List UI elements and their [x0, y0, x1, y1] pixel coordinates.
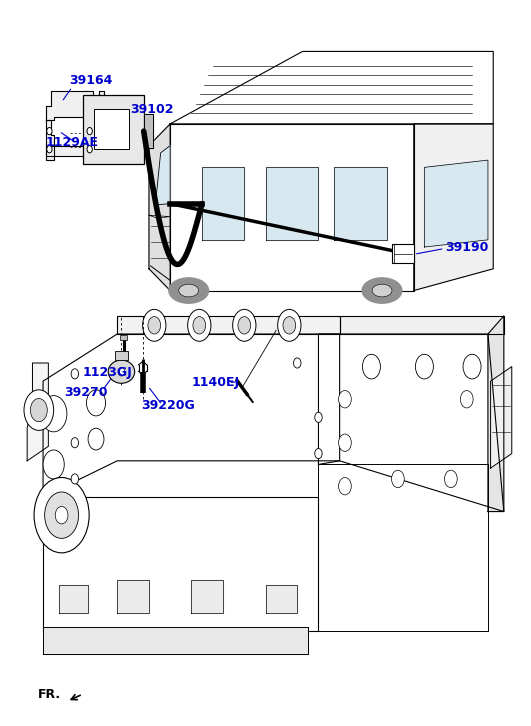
Ellipse shape	[169, 278, 209, 303]
Text: 39102: 39102	[131, 103, 174, 116]
Polygon shape	[144, 115, 153, 148]
Circle shape	[460, 391, 473, 408]
Circle shape	[87, 128, 92, 135]
Polygon shape	[43, 497, 319, 631]
Circle shape	[143, 309, 166, 341]
Circle shape	[315, 412, 322, 423]
Circle shape	[24, 390, 54, 431]
Circle shape	[339, 478, 352, 495]
Circle shape	[339, 434, 352, 452]
Polygon shape	[149, 124, 170, 290]
Polygon shape	[43, 627, 308, 654]
FancyBboxPatch shape	[95, 110, 129, 150]
Polygon shape	[46, 121, 54, 160]
Circle shape	[71, 474, 79, 484]
Bar	[115, 351, 128, 360]
Circle shape	[34, 478, 89, 552]
Circle shape	[339, 391, 352, 408]
Circle shape	[148, 317, 161, 334]
Circle shape	[55, 507, 68, 524]
Polygon shape	[46, 91, 104, 121]
Ellipse shape	[372, 284, 392, 297]
Text: 39270: 39270	[64, 386, 108, 399]
Circle shape	[88, 428, 104, 450]
Polygon shape	[170, 52, 493, 124]
Circle shape	[283, 317, 296, 334]
Text: 39164: 39164	[70, 74, 113, 87]
Text: 39190: 39190	[446, 241, 489, 253]
Polygon shape	[266, 585, 297, 613]
Ellipse shape	[362, 278, 402, 303]
Circle shape	[87, 146, 92, 153]
Polygon shape	[202, 168, 244, 240]
Circle shape	[45, 492, 79, 539]
Polygon shape	[27, 363, 48, 461]
Circle shape	[294, 358, 301, 368]
Circle shape	[238, 317, 251, 334]
Bar	[391, 244, 414, 263]
Text: 1140EJ: 1140EJ	[191, 376, 239, 389]
Polygon shape	[43, 334, 340, 497]
Circle shape	[187, 309, 211, 341]
Circle shape	[47, 128, 52, 135]
Polygon shape	[156, 146, 170, 205]
Circle shape	[363, 354, 380, 379]
Text: FR.: FR.	[38, 688, 61, 701]
Polygon shape	[335, 168, 387, 240]
Polygon shape	[488, 316, 504, 512]
Circle shape	[233, 309, 256, 341]
Circle shape	[444, 470, 457, 488]
Polygon shape	[266, 168, 319, 240]
Circle shape	[40, 396, 67, 432]
Polygon shape	[117, 316, 340, 334]
Text: 39220G: 39220G	[141, 399, 195, 412]
Circle shape	[391, 470, 404, 488]
Bar	[121, 335, 127, 340]
Polygon shape	[414, 124, 493, 290]
Ellipse shape	[108, 360, 135, 383]
Polygon shape	[491, 367, 512, 468]
Polygon shape	[424, 160, 488, 247]
Circle shape	[43, 450, 64, 479]
FancyBboxPatch shape	[83, 95, 144, 164]
Text: 1123GJ: 1123GJ	[83, 366, 133, 379]
Polygon shape	[340, 316, 504, 334]
Polygon shape	[319, 334, 504, 512]
Circle shape	[71, 438, 79, 448]
Polygon shape	[117, 580, 149, 613]
Circle shape	[278, 309, 301, 341]
Circle shape	[47, 146, 52, 153]
Circle shape	[87, 390, 106, 416]
Circle shape	[118, 367, 125, 376]
Polygon shape	[59, 585, 88, 613]
Polygon shape	[319, 465, 488, 631]
Circle shape	[315, 449, 322, 459]
Ellipse shape	[179, 284, 199, 297]
Polygon shape	[191, 580, 223, 613]
Polygon shape	[170, 124, 414, 290]
Text: 1129AE: 1129AE	[46, 136, 99, 149]
Circle shape	[193, 317, 205, 334]
Polygon shape	[46, 146, 93, 157]
Circle shape	[71, 369, 79, 379]
Circle shape	[463, 354, 481, 379]
Circle shape	[415, 354, 433, 379]
Circle shape	[30, 399, 47, 422]
